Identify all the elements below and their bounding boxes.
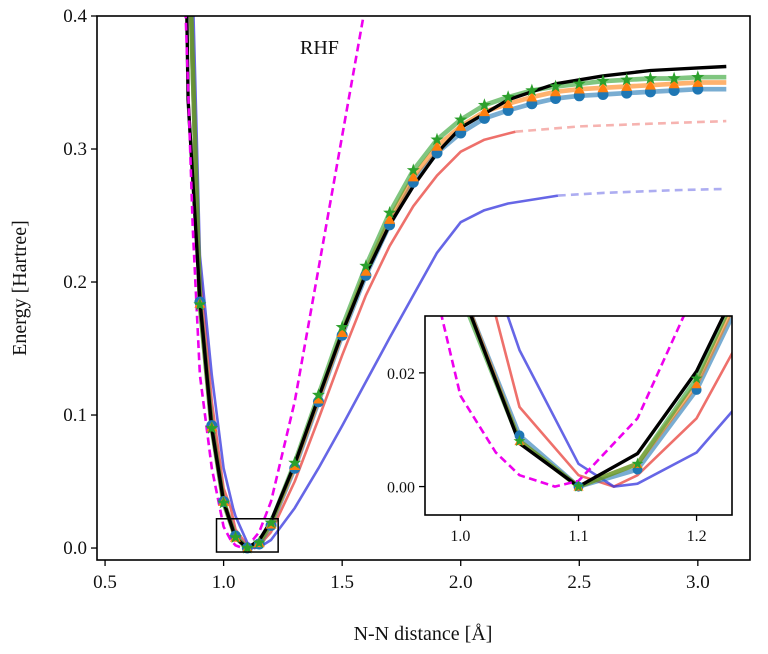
star-marker	[513, 434, 526, 447]
star-marker	[383, 206, 397, 219]
star-marker	[572, 77, 586, 90]
x-axis-label: N-N distance [Å]	[354, 623, 493, 645]
triangle-marker	[455, 283, 465, 292]
triangle-marker	[692, 77, 704, 87]
inset-ticks: 1.0 1.1 1.2 0.00 0.02	[387, 366, 707, 545]
triangle-marker	[478, 106, 490, 117]
star-marker	[501, 90, 515, 103]
star-marker	[205, 421, 219, 434]
triangle-marker	[526, 91, 538, 102]
series-0-extrapolation	[515, 119, 727, 133]
triangle-marker	[691, 379, 702, 389]
x-tick-label: 1.0	[450, 528, 470, 545]
triangle-marker	[384, 214, 396, 224]
main-ticks: 0.5 1.0 1.5 2.0 2.5 3.0 0.0 0.1 0.2 0.3 0.4	[63, 6, 709, 593]
star-marker	[525, 83, 539, 96]
y-tick-label: 0.1	[63, 405, 87, 426]
star-marker	[217, 495, 231, 509]
star-marker	[620, 73, 634, 86]
star-marker	[240, 541, 254, 554]
triangle-marker	[550, 86, 562, 97]
triangle-marker	[668, 78, 680, 89]
star-marker	[643, 71, 657, 85]
zoom-region-box	[215, 518, 279, 553]
star-marker	[691, 70, 705, 83]
x-tick-label: 0.5	[93, 572, 117, 593]
star-marker	[288, 456, 302, 469]
main-axes-frame	[96, 15, 751, 561]
x-tick-label: 1.2	[687, 528, 707, 545]
triangle-marker	[431, 140, 443, 151]
triangle-marker	[502, 98, 514, 109]
star-marker	[359, 259, 373, 272]
star-marker	[572, 480, 585, 492]
triangle-marker	[360, 265, 372, 276]
y-tick-label: 0.00	[387, 480, 415, 497]
star-marker	[477, 98, 491, 111]
triangle-marker	[573, 83, 585, 94]
star-marker	[631, 457, 644, 469]
triangle-marker	[336, 327, 348, 337]
star-marker	[406, 163, 420, 176]
triangle-marker	[597, 82, 609, 93]
x-tick-label: 1.0	[212, 572, 236, 593]
star-marker	[690, 372, 703, 384]
x-tick-label: 2.0	[449, 572, 473, 593]
y-tick-label: 0.4	[63, 6, 87, 27]
star-marker	[311, 388, 325, 401]
triangle-marker	[621, 80, 633, 91]
x-tick-label: 1.5	[330, 572, 354, 593]
star-marker	[252, 535, 266, 549]
rhf-annotation: RHF	[300, 37, 339, 59]
series-0-line	[494, 316, 732, 488]
x-tick-label: 3.0	[686, 572, 710, 593]
y-tick-label: 0.2	[63, 272, 87, 293]
star-marker	[264, 515, 278, 529]
x-tick-label: 1.1	[569, 528, 589, 545]
star-marker	[454, 112, 468, 126]
star-marker	[596, 74, 610, 87]
star-marker	[455, 287, 467, 298]
series-1-line	[192, 16, 559, 550]
series-6-line	[440, 316, 686, 488]
triangle-marker	[312, 393, 324, 404]
series-2-line	[469, 316, 732, 489]
x-tick-label: 2.5	[567, 572, 591, 593]
triangle-marker	[455, 120, 467, 131]
series-6-line	[184, 16, 365, 550]
star-marker	[430, 132, 444, 146]
y-tick-label: 0.02	[387, 366, 415, 383]
series-1-extrapolation	[557, 187, 727, 197]
triangle-marker	[407, 171, 419, 182]
star-marker	[335, 320, 349, 333]
star-marker	[549, 79, 563, 93]
triangle-marker	[644, 79, 656, 90]
y-tick-label: 0.0	[63, 538, 87, 559]
inset-plot-area	[440, 283, 732, 492]
star-marker	[228, 530, 242, 543]
star-marker	[667, 71, 681, 85]
circle-marker	[455, 283, 465, 293]
y-axis-label: Energy [Hartree]	[9, 220, 31, 356]
y-tick-label: 0.3	[63, 139, 87, 160]
main-plot-area	[184, 16, 727, 554]
star-marker	[193, 297, 207, 311]
